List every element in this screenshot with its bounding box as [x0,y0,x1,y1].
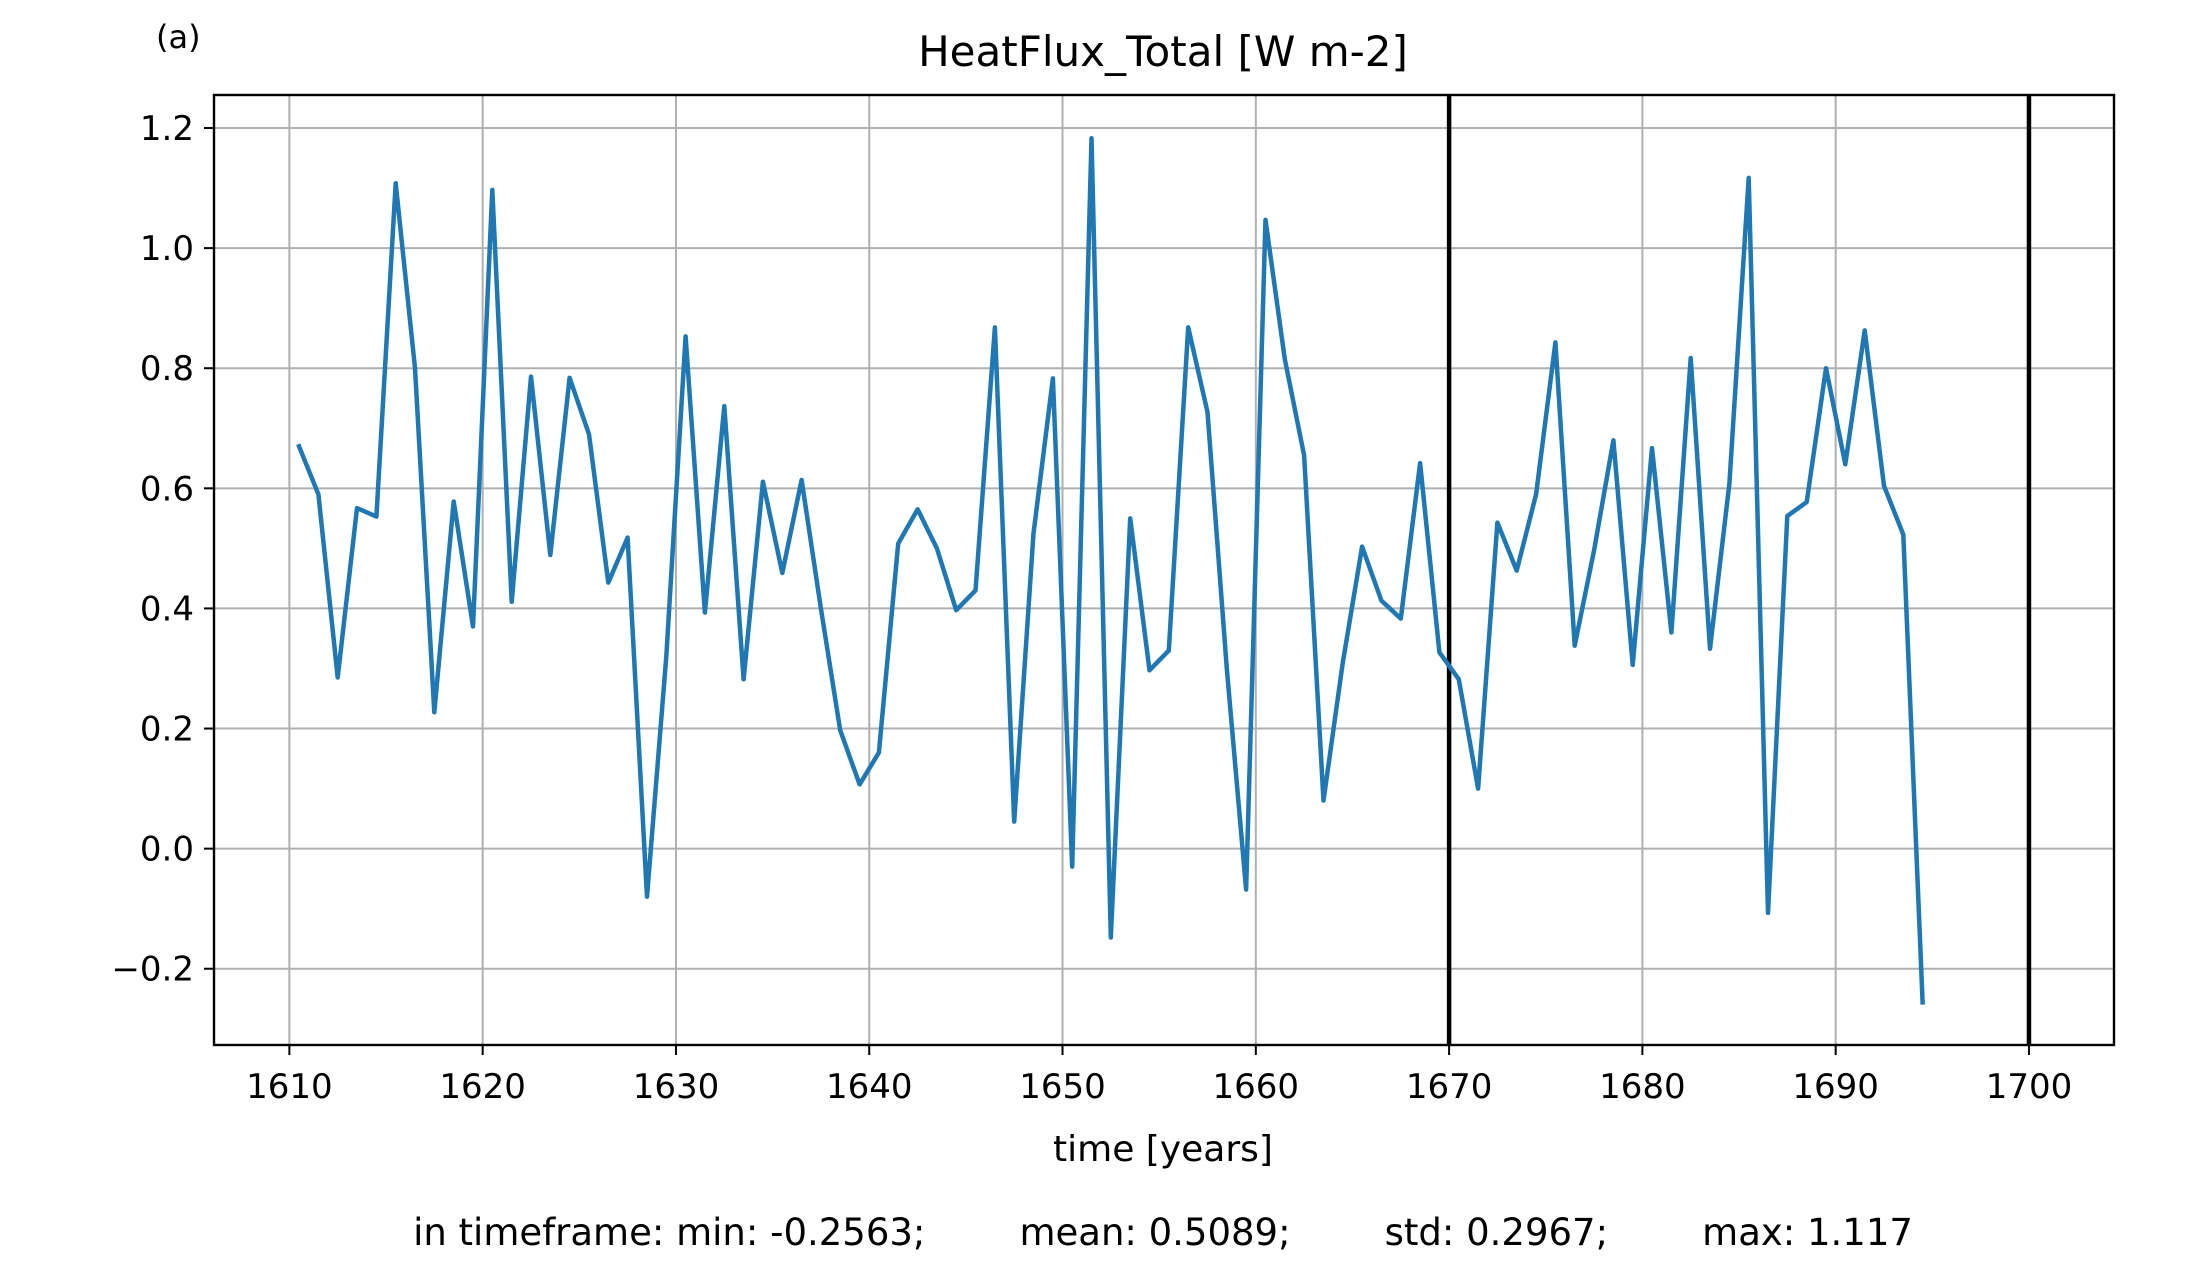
y-tick-label: −0.2 [111,950,194,990]
x-tick-label: 1670 [1406,1067,1493,1107]
x-tick-label: 1650 [1019,1067,1106,1107]
x-tick-label: 1630 [633,1067,720,1107]
y-tick-label: 0.8 [140,349,194,389]
stats-summary: in timeframe: min: -0.2563; mean: 0.5089… [413,1211,1913,1254]
x-tick-label: 1620 [439,1067,526,1107]
series-layer [296,135,1925,1005]
y-axis-ticks: −0.2 0.0 0.2 0.4 0.6 0.8 1.0 1.2 [111,109,214,990]
y-tick-label: 1.2 [140,109,194,149]
x-tick-label: 1660 [1213,1067,1300,1107]
x-tick-label: 1640 [826,1067,913,1107]
x-tick-label: 1610 [246,1067,333,1107]
panel-label: (a) [156,18,201,56]
x-axis-ticks: 1610 1620 1630 1640 1650 1660 1670 1680 1690 1700 [246,1045,2072,1107]
x-tick-label: 1680 [1599,1067,1686,1107]
y-tick-label: 0.4 [140,589,194,629]
series-line-heatflux-total [296,135,1925,1005]
x-axis-label: time [years] [1053,1129,1273,1170]
plot-frame [212,93,2116,1047]
grid-layer [214,95,2114,1045]
chart-title: HeatFlux_Total [W m-2] [918,27,1408,76]
x-tick-label: 1700 [1986,1067,2073,1107]
y-tick-label: 0.6 [140,469,194,509]
y-tick-label: 0.2 [140,710,194,750]
vline-layer [1446,95,2032,1045]
y-tick-label: 1.0 [140,229,194,269]
x-tick-label: 1690 [1792,1067,1879,1107]
y-tick-label: 0.0 [140,830,194,870]
